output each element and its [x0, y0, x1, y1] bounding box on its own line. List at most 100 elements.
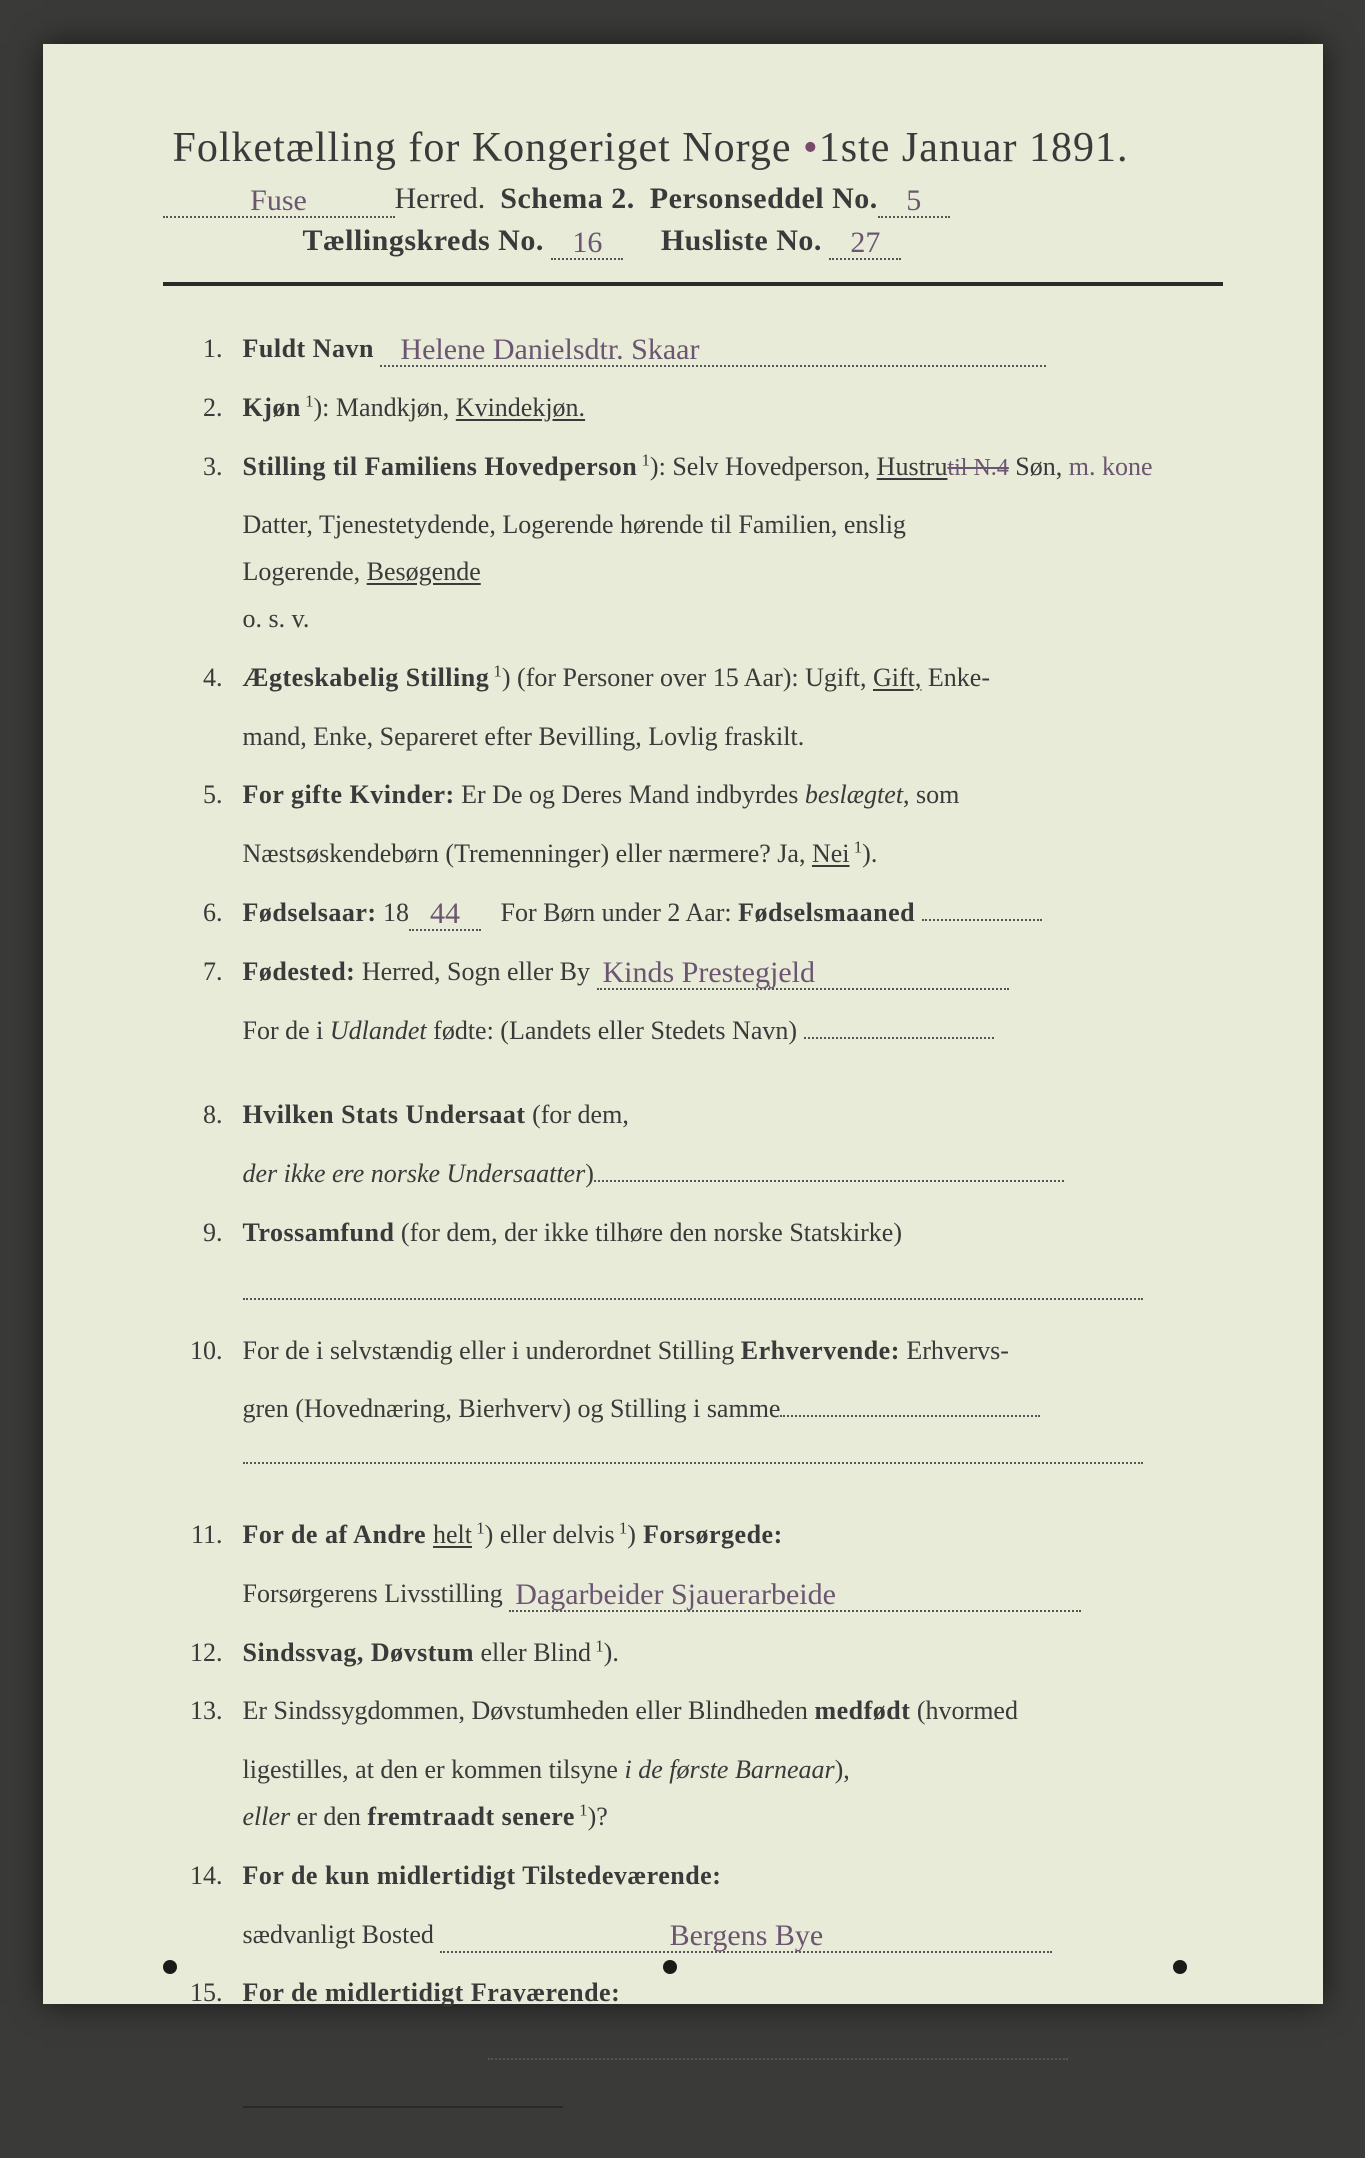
field-12-label: Sindssvag, Døvstum — [243, 1638, 475, 1667]
field-5-line2: Næstsøskendebørn (Tremenninger) eller næ… — [243, 831, 1223, 878]
field-13-medfodt: medfødt — [814, 1696, 910, 1725]
field-content: For de i selvstændig eller i underordnet… — [243, 1328, 1223, 1375]
field-num: 3. — [163, 444, 243, 491]
field-8: 8. Hvilken Stats Undersaat (for dem, — [163, 1092, 1223, 1139]
field-3-line1a: Selv Hovedperson, — [672, 452, 876, 481]
field-4-line1a: (for Personer over 15 Aar): Ugift, — [517, 663, 873, 692]
title-date: 1ste Januar 1891. — [819, 125, 1129, 171]
field-content: Ægteskabelig Stilling 1) (for Personer o… — [243, 655, 1223, 702]
field-6-year-value: 44 — [409, 899, 481, 931]
field-5-italic: beslægtet — [805, 780, 903, 809]
schema-label: Schema 2. — [500, 182, 635, 216]
herred-value: Fuse — [163, 186, 395, 218]
field-6-year-prefix: 18 — [383, 898, 409, 927]
field-10-blank2-row — [243, 1433, 1223, 1480]
field-10-blank2 — [243, 1436, 1143, 1464]
field-11-helt: helt — [433, 1520, 472, 1549]
field-num: 4. — [163, 655, 243, 702]
field-content: Trossamfund (for dem, der ikke tilhøre d… — [243, 1210, 1223, 1257]
field-12-text: eller Blind — [481, 1638, 591, 1667]
field-11-label: For de af Andre — [243, 1520, 433, 1549]
field-7-label: Fødested: — [243, 957, 356, 986]
field-4-label: Ægteskabelig Stilling — [243, 663, 490, 692]
field-10: 10. For de i selvstændig eller i underor… — [163, 1328, 1223, 1375]
field-11-line2: Forsørgerens Livsstilling Dagarbeider Sj… — [243, 1571, 1223, 1618]
field-10-pre: For de i selvstændig eller i underordnet… — [243, 1336, 741, 1365]
field-5-line1-end: , som — [903, 780, 959, 809]
personseddel-value: 5 — [878, 186, 950, 218]
footnote-text: ¹) De for hvert Tilfælde passende Ord un… — [223, 2128, 1223, 2158]
field-num: 12. — [163, 1630, 243, 1677]
binding-hole-right — [1173, 1960, 1187, 1974]
field-7-value: Kinds Prestegjeld — [597, 958, 1009, 990]
census-form-page: Folketælling for Kongeriget Norge •1ste … — [43, 44, 1323, 2004]
field-13-line3-text: er den — [290, 1802, 367, 1831]
field-content: Hvilken Stats Undersaat (for dem, — [243, 1092, 1223, 1139]
field-11-value: Dagarbeider Sjauerarbeide — [509, 1580, 1081, 1612]
footnote-ref: 1 — [575, 1800, 588, 1819]
footnote-separator — [243, 2106, 563, 2108]
field-10-bold: Erhvervende: — [741, 1336, 900, 1365]
footnote-ref: 1 — [472, 1518, 485, 1537]
herred-label: Herred. — [395, 182, 486, 216]
footnote-ref: 1 — [591, 1636, 604, 1655]
field-4-gift: Gift, — [873, 663, 921, 692]
taellingskreds-value: 16 — [551, 228, 623, 260]
field-content: Fødested: Herred, Sogn eller By Kinds Pr… — [243, 949, 1223, 996]
spacer — [163, 1480, 1223, 1500]
field-3-line1b: Søn, — [1009, 452, 1062, 481]
field-9: 9. Trossamfund (for dem, der ikke tilhør… — [163, 1210, 1223, 1257]
field-content: Sindssvag, Døvstum eller Blind 1). — [243, 1630, 1223, 1677]
field-2-label: Kjøn — [243, 393, 301, 422]
field-13-text1-end: (hvormed — [910, 1696, 1018, 1725]
footnote-ref: 1 — [615, 1518, 628, 1537]
field-5-line2a: Næstsøskendebørn (Tremenninger) eller næ… — [243, 839, 812, 868]
field-6: 6. Fødselsaar: 1844 For Børn under 2 Aar… — [163, 890, 1223, 937]
field-num: 14. — [163, 1853, 243, 1900]
husliste-label: Husliste No. — [661, 224, 822, 257]
field-num: 13. — [163, 1688, 243, 1735]
field-content: Er Sindssygdommen, Døvstumheden eller Bl… — [243, 1688, 1223, 1735]
header-separator — [163, 282, 1223, 286]
field-5-label: For gifte Kvinder: — [243, 780, 455, 809]
field-6-maaned-value — [922, 893, 1042, 921]
field-8-blank — [594, 1154, 1064, 1182]
field-7-line2-blank — [804, 1011, 994, 1039]
field-num: 6. — [163, 890, 243, 937]
field-3-annotation: m. kone — [1069, 452, 1153, 481]
field-8-line2: der ikke ere norske Undersaatter) — [243, 1151, 1223, 1198]
field-3-strike: til N.4 — [947, 455, 1008, 481]
title-dot: • — [803, 125, 819, 171]
header-line-2: Fuse Herred. Schema 2. Personseddel No. … — [163, 182, 1223, 216]
field-num: 1. — [163, 326, 243, 373]
field-3-label: Stilling til Familiens Hovedperson — [243, 452, 638, 481]
field-8-text: (for dem, — [532, 1100, 629, 1129]
field-3-hustru: Hustru — [877, 452, 948, 481]
field-6-maaned-label: Fødselsmaaned — [738, 898, 915, 927]
field-11: 11. For de af Andre helt 1) eller delvis… — [163, 1512, 1223, 1559]
field-7-text: Herred, Sogn eller By — [362, 957, 590, 986]
field-3-line4: o. s. v. — [243, 596, 1223, 643]
field-4-line1b: Enke- — [921, 663, 990, 692]
field-3-line3a: Logerende, — [243, 557, 367, 586]
field-13-line2a: ligestilles, at den er kommen tilsyne — [243, 1755, 625, 1784]
footnote-ref: 1 — [850, 838, 863, 857]
field-content: For de af Andre helt 1) eller delvis 1) … — [243, 1512, 1223, 1559]
field-9-label: Trossamfund — [243, 1218, 395, 1247]
field-11-line2-label: Forsørgerens Livsstilling — [243, 1579, 503, 1608]
field-13: 13. Er Sindssygdommen, Døvstumheden elle… — [163, 1688, 1223, 1735]
field-1-value: Helene Danielsdtr. Skaar — [380, 335, 1046, 367]
field-6-label: Fødselsaar: — [243, 898, 377, 927]
field-13-text1: Er Sindssygdommen, Døvstumheden eller Bl… — [243, 1696, 815, 1725]
field-10-line2: gren (Hovednæring, Bierhverv) og Stillin… — [243, 1386, 1223, 1433]
field-10-line2-text: gren (Hovednæring, Bierhverv) og Stillin… — [243, 1394, 781, 1423]
title-prefix: Folketælling for Kongeriget Norge — [173, 125, 792, 171]
spacer — [163, 1054, 1223, 1080]
footnote-ref: 1 — [637, 450, 650, 469]
husliste-value: 27 — [829, 228, 901, 260]
field-15-line2-label: antageligt Opholdssted — [243, 2037, 482, 2066]
field-9-blank — [243, 1269, 1223, 1316]
field-5: 5. For gifte Kvinder: Er De og Deres Man… — [163, 772, 1223, 819]
field-7-line2b: fødte: (Landets eller Stedets Navn) — [427, 1016, 797, 1045]
field-14: 14. For de kun midlertidigt Tilstedevære… — [163, 1853, 1223, 1900]
